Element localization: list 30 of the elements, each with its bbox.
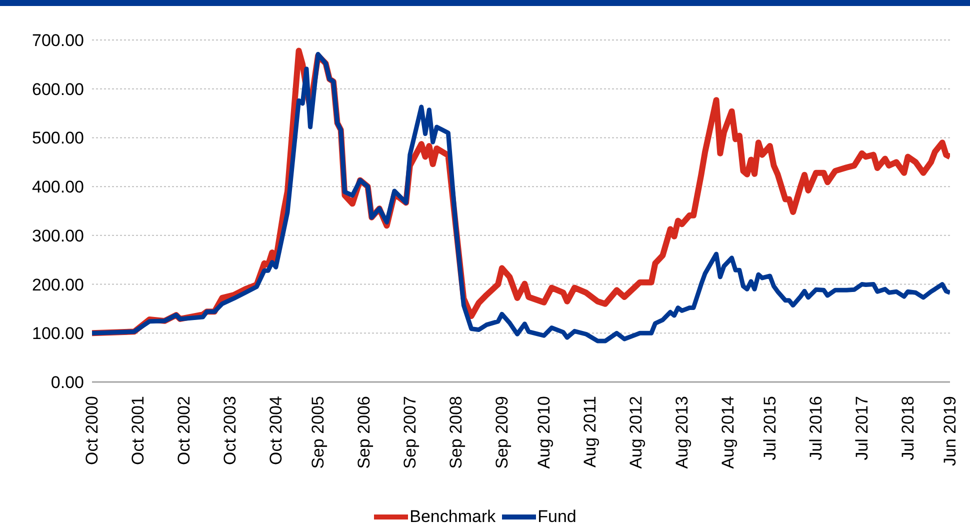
y-tick-label: 400.00	[32, 178, 84, 197]
x-tick-label: Sep 2005	[308, 396, 328, 469]
x-tick-label: Jul 2018	[898, 396, 918, 460]
x-tick-label: Sep 2008	[446, 396, 466, 469]
x-tick-label: Oct 2002	[174, 396, 194, 465]
x-tick-label: Aug 2013	[672, 396, 692, 469]
x-tick-label: Aug 2012	[626, 396, 646, 469]
x-tick-label: Aug 2011	[580, 396, 600, 468]
y-tick-label: 600.00	[32, 80, 84, 99]
x-tick-label: Sep 2006	[354, 396, 374, 469]
y-tick-label: 500.00	[32, 128, 84, 148]
x-tick-label: Jul 2015	[760, 396, 780, 460]
y-tick-label: 300.00	[32, 226, 84, 246]
x-tick-label: Aug 2010	[534, 396, 554, 469]
x-tick-label: Jun 2019	[940, 396, 960, 466]
x-tick-label: Jul 2016	[806, 396, 826, 460]
y-tick-label: 700.00	[32, 31, 84, 50]
x-tick-label: Oct 2003	[220, 396, 240, 465]
x-tick-label: Sep 2009	[492, 396, 512, 469]
x-tick-label: Oct 2000	[82, 396, 102, 465]
x-tick-label: Oct 2001	[128, 396, 148, 465]
y-tick-label: 200.00	[32, 275, 84, 294]
x-tick-label: Oct 2004	[266, 396, 286, 465]
x-tick-label: Aug 2014	[718, 396, 738, 469]
y-tick-label: 0.00	[50, 373, 84, 392]
y-tick-label: 100.00	[32, 324, 84, 344]
legend-label: Fund	[538, 507, 576, 527]
x-tick-label: Jul 2017	[852, 396, 872, 460]
legend-label: Benchmark	[410, 507, 496, 527]
x-tick-label: Sep 2007	[400, 396, 420, 469]
